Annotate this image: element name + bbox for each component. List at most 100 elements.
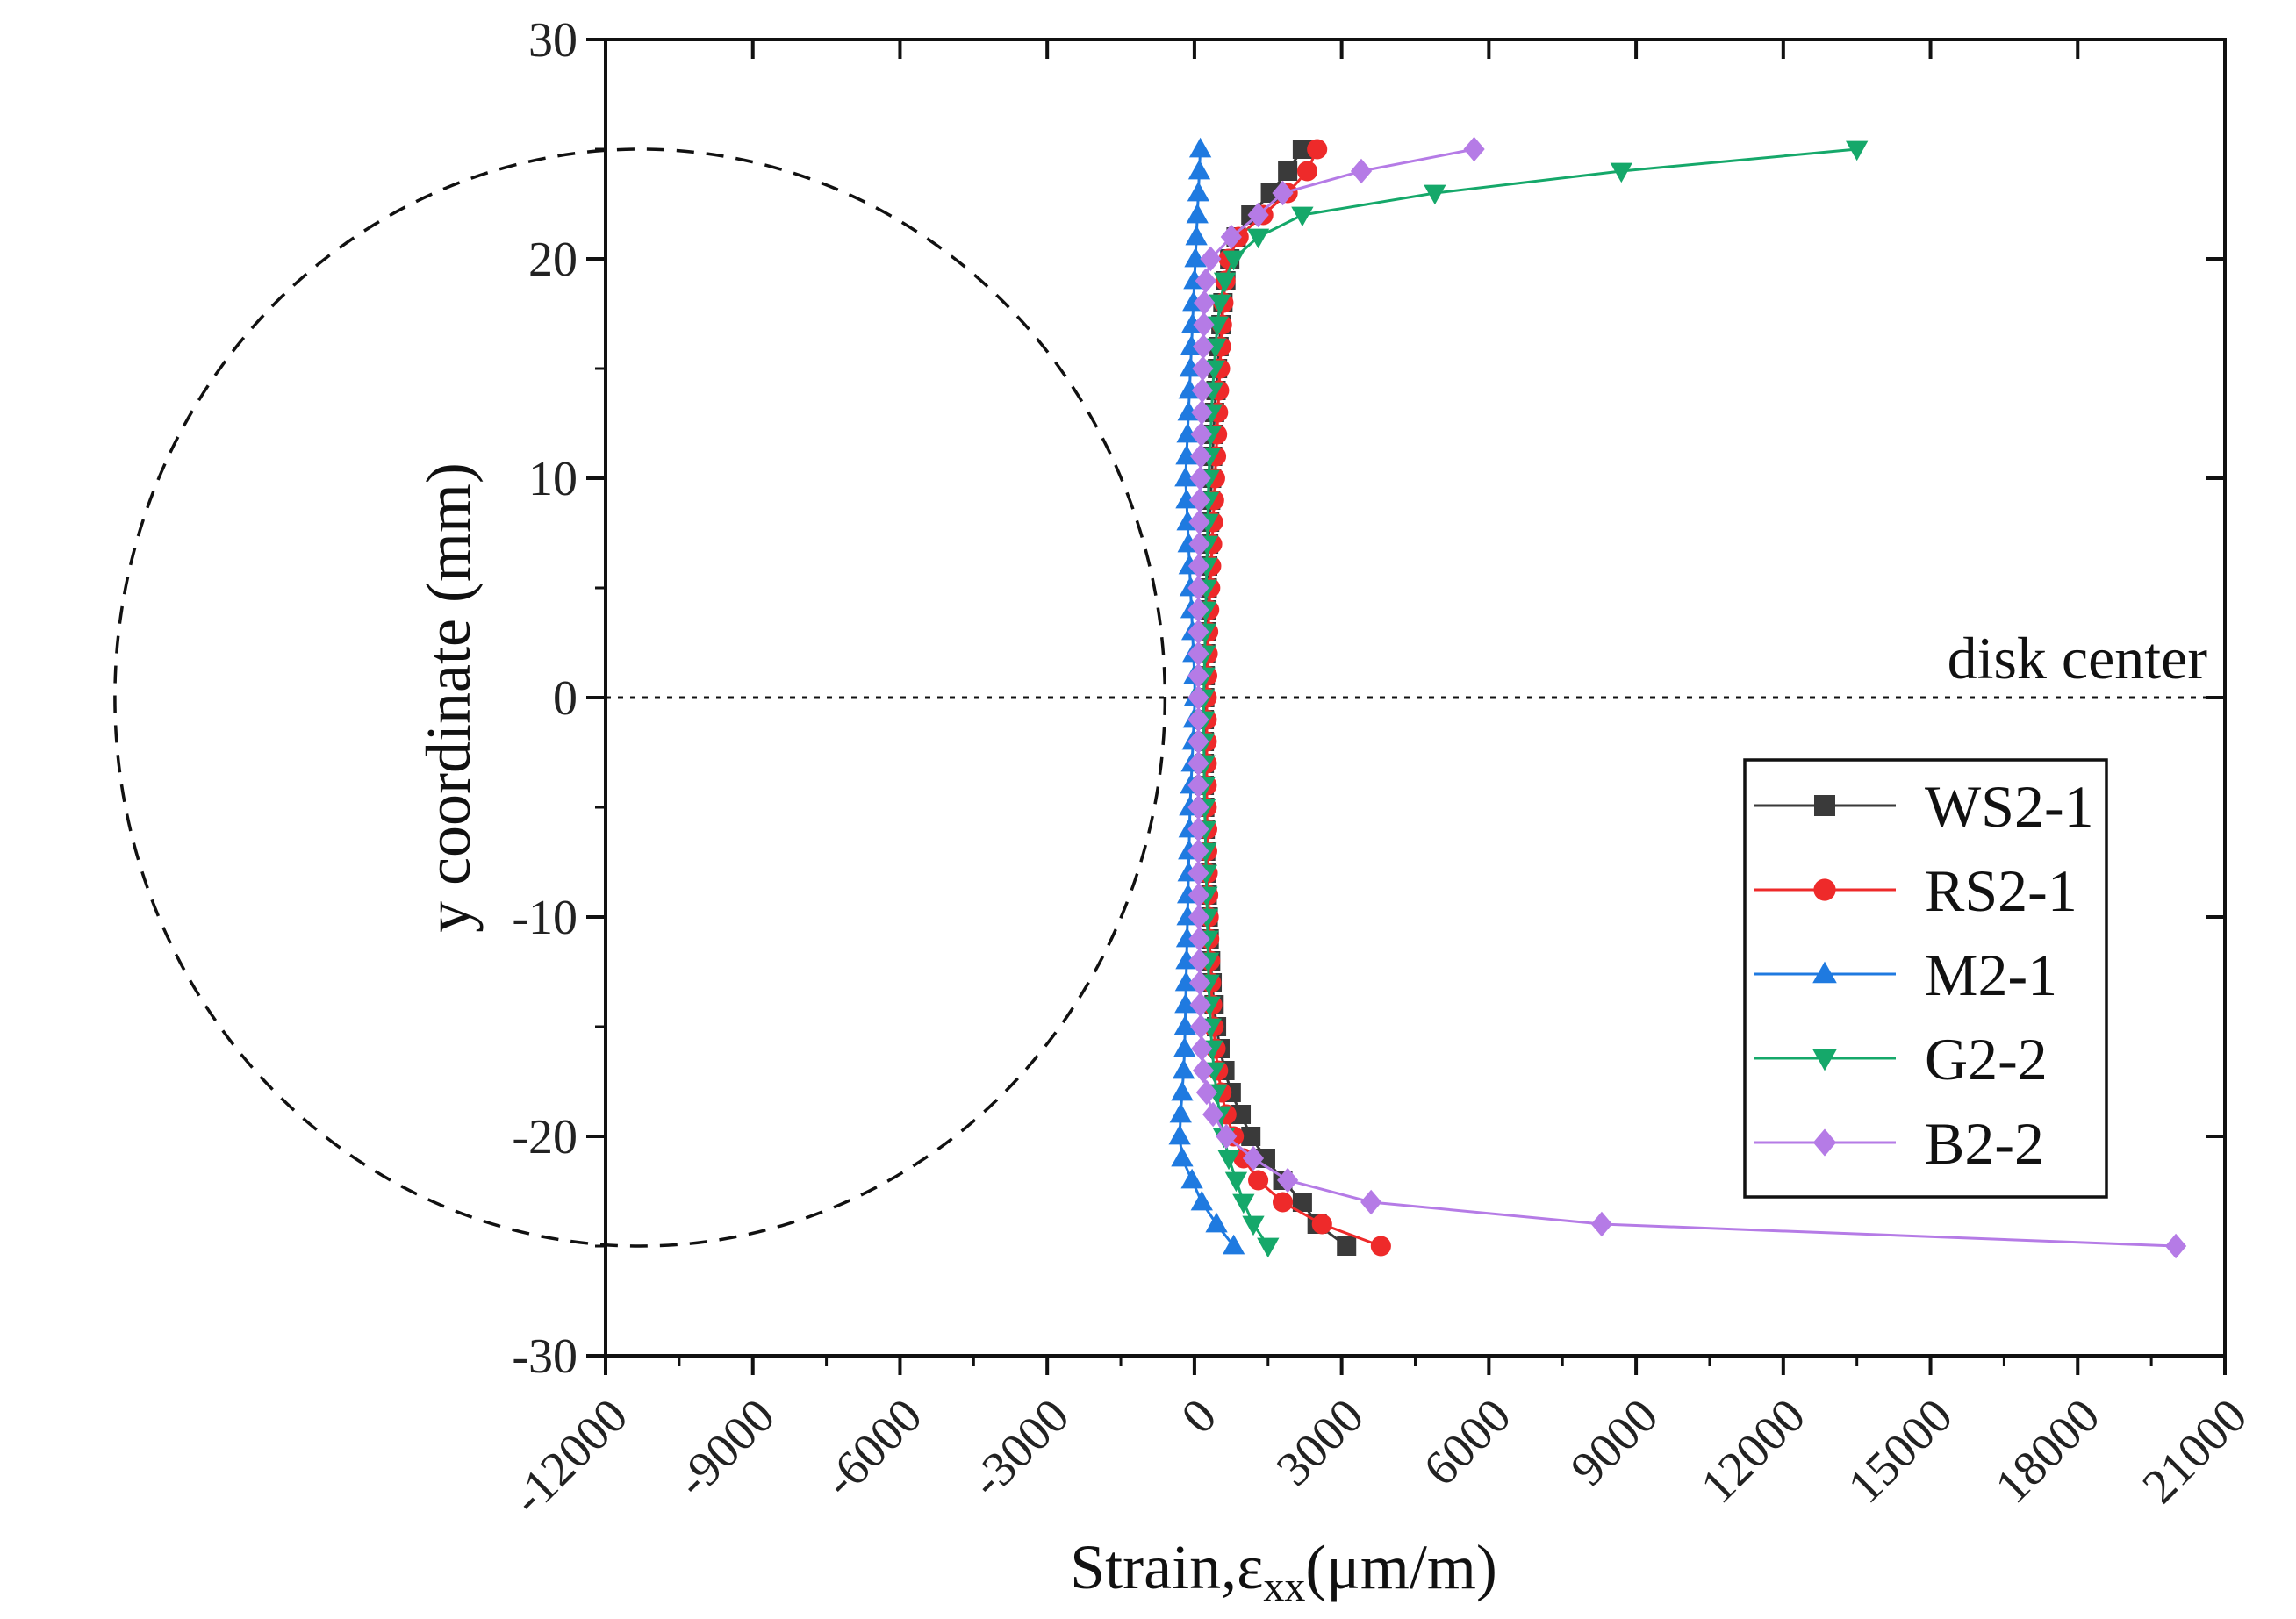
data-point	[1296, 161, 1318, 182]
data-point	[1188, 948, 1210, 974]
y-tick-label: 20	[528, 233, 578, 287]
data-point	[1188, 531, 1210, 557]
legend-swatch-marker	[1813, 878, 1836, 901]
legend-label: G2-2	[1925, 1026, 2048, 1092]
data-point	[1272, 1192, 1294, 1213]
data-point	[1191, 399, 1213, 426]
legend-item: RS2-1	[1754, 857, 2077, 924]
data-point	[1169, 1102, 1192, 1123]
data-point	[1224, 1171, 1248, 1193]
legend-label: M2-1	[1925, 942, 2057, 1008]
data-point	[1192, 1057, 1215, 1084]
x-tick-label: -6000	[813, 1388, 932, 1508]
x-tick-label: 18000	[1985, 1388, 2111, 1514]
y-tick-label: 0	[553, 671, 578, 726]
data-point	[1247, 202, 1269, 228]
data-point	[1187, 684, 1209, 711]
data-point	[1189, 465, 1211, 491]
data-point	[1222, 1234, 1245, 1255]
series-b2-2	[1187, 136, 2187, 1259]
data-point	[1292, 140, 1312, 159]
disk-outline	[113, 147, 1167, 1248]
data-point	[1191, 377, 1213, 404]
data-point	[1311, 1214, 1332, 1235]
data-point	[1193, 312, 1215, 338]
data-point	[1180, 1168, 1203, 1189]
data-point	[1846, 140, 1869, 161]
legend-item: M2-1	[1754, 942, 2057, 1008]
data-point	[1231, 1105, 1252, 1124]
legend-box	[1743, 758, 2108, 1199]
legend-label: WS2-1	[1925, 773, 2094, 840]
x-tick-label: -3000	[960, 1388, 1080, 1508]
y-tick-label: 10	[528, 452, 578, 506]
x-tick-label: 21000	[2132, 1388, 2257, 1514]
data-point	[1174, 971, 1198, 992]
y-axis-title: y coordinate (mm)	[413, 462, 484, 933]
data-point	[1202, 1101, 1224, 1128]
legend-item: B2-2	[1754, 1110, 2044, 1177]
data-point	[1241, 1127, 1261, 1146]
data-point	[1188, 970, 1211, 996]
y-tick-label: -30	[512, 1329, 578, 1384]
legend-label: RS2-1	[1925, 857, 2077, 924]
data-point	[1187, 181, 1210, 202]
data-point	[1350, 158, 1373, 184]
data-point	[1192, 355, 1214, 382]
x-tick-label: 15000	[1838, 1388, 1963, 1514]
data-point	[1242, 1215, 1265, 1236]
data-point	[1176, 422, 1199, 443]
x-tick-label: 0	[1171, 1388, 1227, 1444]
x-tick-label: -12000	[501, 1388, 638, 1525]
data-point	[1213, 272, 1237, 293]
data-point	[1248, 1170, 1269, 1191]
data-point	[1337, 1236, 1357, 1256]
data-point	[1206, 316, 1229, 337]
data-point	[1187, 575, 1209, 601]
data-point	[1463, 136, 1485, 162]
x-tick-label: 3000	[1266, 1388, 1374, 1496]
x-axis-title-unit: (μm/m)	[1305, 1532, 1497, 1602]
data-point	[1242, 1145, 1265, 1171]
data-point	[1260, 183, 1281, 203]
disk-outline-layer	[113, 147, 1167, 1248]
disk-center-label: disk center	[1948, 625, 2208, 691]
data-point	[1175, 444, 1198, 465]
data-point	[1187, 750, 1209, 777]
data-point	[1291, 206, 1314, 227]
data-point	[1168, 1124, 1191, 1145]
y-tick-label: -20	[512, 1110, 578, 1164]
data-point	[1171, 1080, 1194, 1101]
data-point	[1187, 597, 1209, 623]
data-point	[1191, 1035, 1213, 1062]
series-line	[1202, 148, 1348, 1248]
data-point	[1187, 619, 1209, 645]
data-point	[1307, 139, 1328, 160]
legend: WS2-1 RS2-1 M2-1 G2-2 B2-2	[1743, 758, 2108, 1199]
data-point	[1424, 184, 1446, 205]
data-point	[1187, 159, 1211, 180]
data-point	[1174, 466, 1197, 487]
data-point	[1187, 663, 1209, 689]
series-layer	[1168, 136, 2187, 1259]
data-point	[1193, 290, 1216, 316]
data-point	[1190, 1190, 1213, 1211]
data-point	[1195, 1079, 1217, 1106]
data-point	[1190, 443, 1212, 469]
data-point	[1278, 161, 1298, 181]
data-point	[1190, 421, 1212, 448]
data-point	[1590, 1211, 1613, 1237]
data-point	[1187, 838, 1209, 864]
data-point	[1292, 1193, 1312, 1212]
legend-swatch-marker	[1812, 1128, 1837, 1157]
data-point	[1209, 294, 1231, 315]
data-point	[1171, 1146, 1194, 1167]
data-point	[1190, 1014, 1212, 1040]
data-point	[1187, 706, 1209, 733]
x-axis-title-subscript: xx	[1263, 1564, 1305, 1610]
y-tick-label: -10	[512, 891, 578, 945]
data-point	[1220, 224, 1242, 250]
legend-swatch-marker	[1812, 961, 1837, 984]
legend-item: WS2-1	[1754, 773, 2094, 840]
